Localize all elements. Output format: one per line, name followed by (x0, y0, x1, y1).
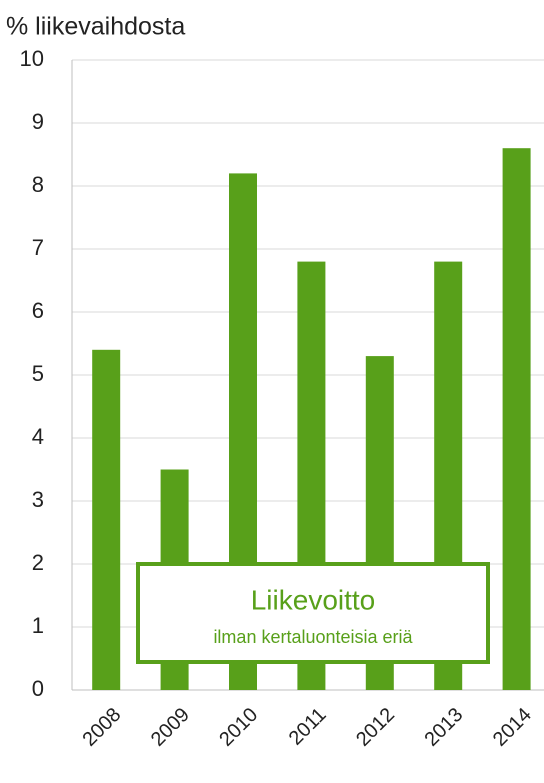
bar (502, 148, 531, 690)
y-tick-label: 9 (32, 109, 44, 134)
y-tick-label: 3 (32, 487, 44, 512)
y-tick-label: 7 (32, 235, 44, 260)
y-tick-label: 10 (20, 46, 44, 71)
x-tick-label: 2013 (420, 704, 467, 751)
x-tick-label: 2011 (285, 704, 331, 750)
bar (92, 349, 121, 690)
x-tick-label: 2010 (215, 704, 262, 751)
annotation-subtitle: ilman kertaluonteisia eriä (213, 627, 413, 647)
x-tick-label: 2012 (352, 704, 399, 751)
chart-title: % liikevaihdosta (6, 13, 185, 41)
y-tick-label: 0 (32, 676, 44, 701)
y-tick-label: 5 (32, 361, 44, 386)
y-tick-label: 1 (32, 613, 44, 638)
y-tick-label: 2 (32, 550, 44, 575)
x-tick-label: 2008 (78, 704, 125, 751)
y-tick-label: 8 (32, 172, 44, 197)
annotation-title: Liikevoitto (251, 584, 376, 615)
x-tick-label: 2014 (489, 704, 536, 751)
y-tick-label: 4 (32, 424, 44, 449)
y-tick-label: 6 (32, 298, 44, 323)
x-tick-label: 2009 (147, 704, 194, 751)
annotation-box (136, 562, 490, 664)
